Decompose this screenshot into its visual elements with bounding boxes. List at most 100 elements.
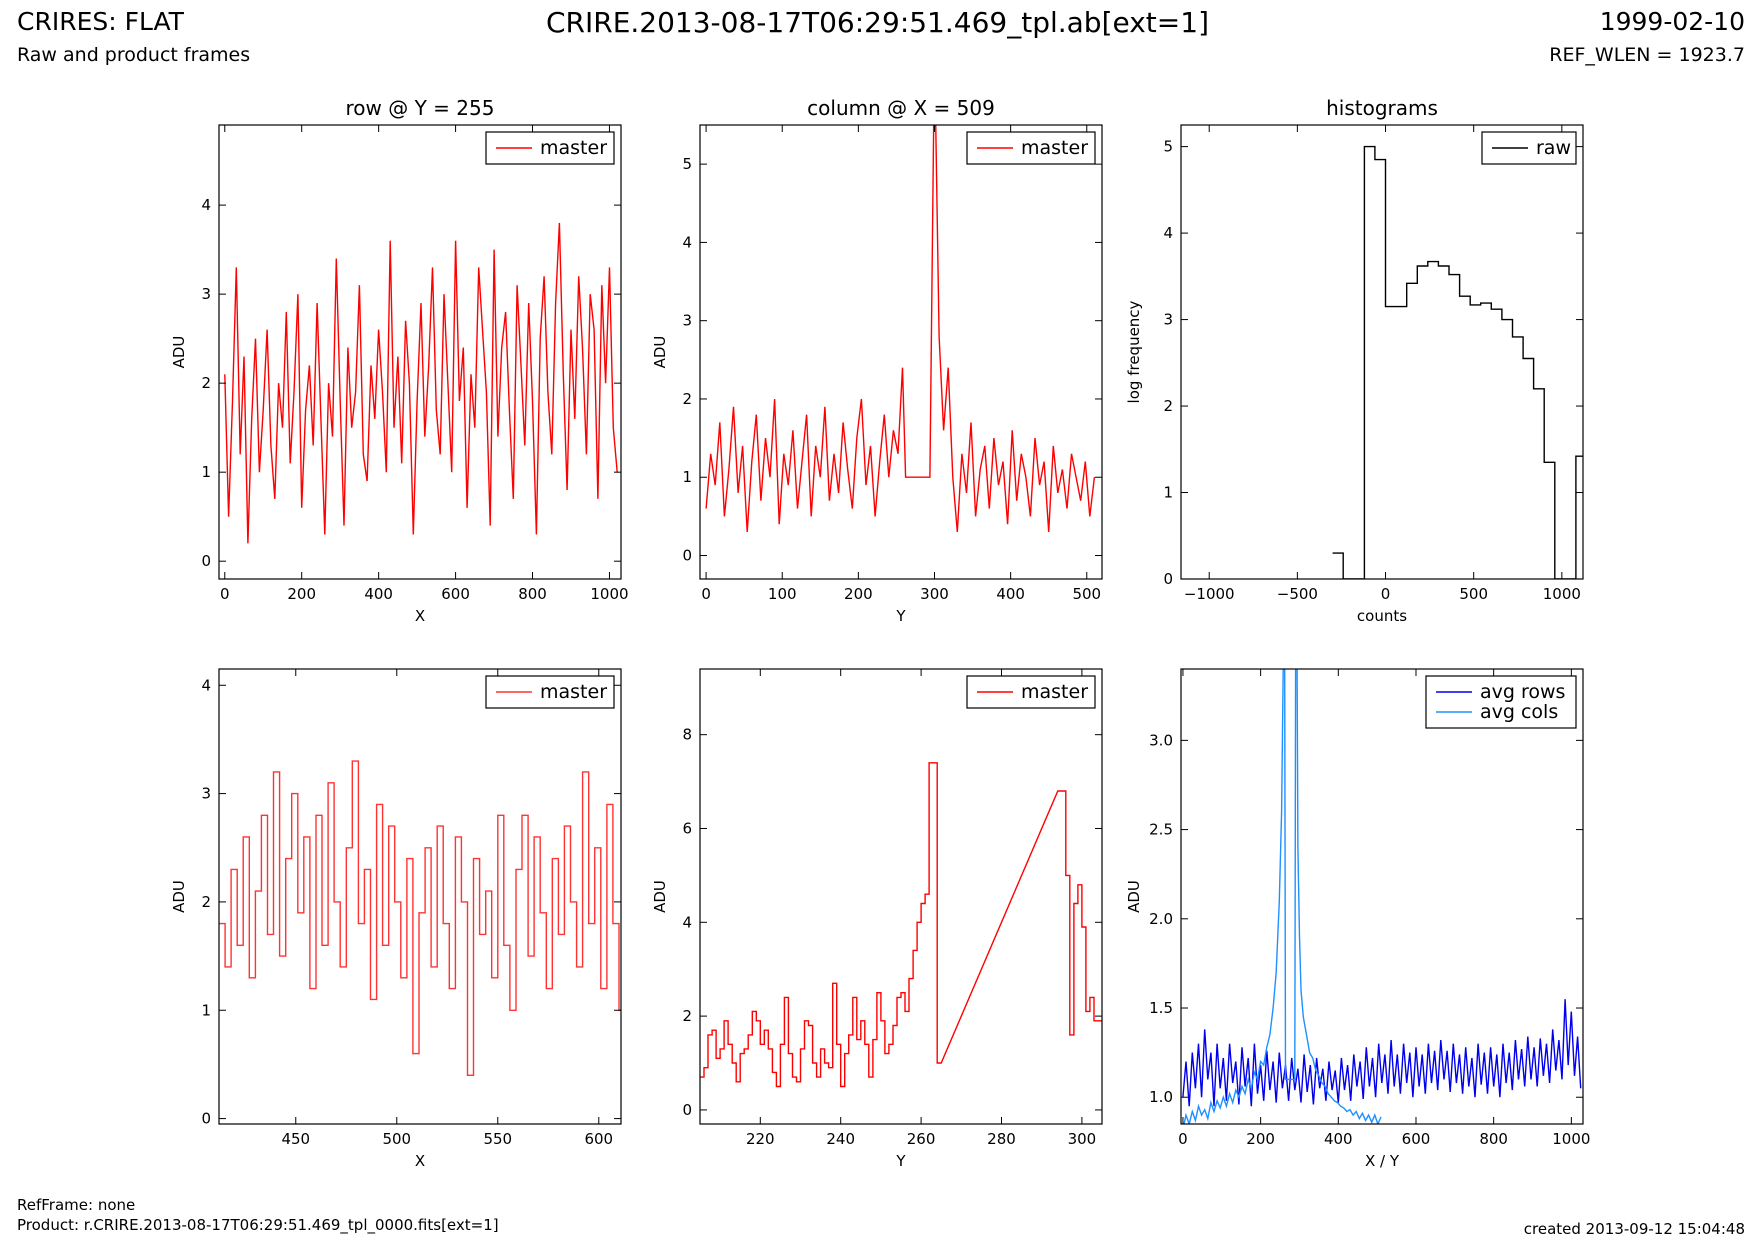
y-tick-label: 1 (682, 468, 692, 486)
y-tick-label: 0 (682, 1101, 692, 1119)
chart-title: column @ X = 509 (807, 96, 995, 120)
y-tick-label: 2 (682, 390, 692, 408)
series-line-rowzoom-0 (219, 760, 621, 1076)
x-tick-label: −1000 (1184, 585, 1235, 603)
legend: master (485, 675, 615, 709)
x-tick-label: 0 (1178, 1130, 1188, 1148)
y-tick-label: 1 (201, 463, 211, 481)
x-tick-label: 1000 (1543, 585, 1581, 603)
legend: raw (1481, 131, 1577, 165)
y-tick-label: 2 (682, 1007, 692, 1025)
y-tick-label: 0 (1163, 570, 1173, 588)
legend-label: master (1021, 681, 1088, 703)
x-tick-label: 500 (1072, 585, 1101, 603)
y-axis-label: ADU (1125, 880, 1143, 913)
plot-frame (699, 124, 1103, 580)
x-tick-label: 200 (287, 585, 316, 603)
y-tick-label: 8 (682, 726, 692, 744)
x-tick-label: 0 (701, 585, 711, 603)
created-note: created 2013-09-12 15:04:48 (1523, 1220, 1745, 1238)
y-axis-label: log frequency (1125, 300, 1143, 403)
x-axis-label: Y (895, 607, 906, 625)
x-axis-label: X (415, 607, 425, 625)
series-line-colzoom-0 (700, 762, 1102, 1088)
x-tick-label: 600 (584, 1130, 613, 1148)
plot-frame (699, 668, 1103, 1125)
chart-avg: 0 200 400 600 800 1000 1.0 1.5 2.0 2.5 3.0 X / Y ADU… (1125, 668, 1590, 1170)
chart-title: histograms (1326, 96, 1438, 120)
plot-frame (1180, 124, 1584, 580)
y-tick-label: 2 (201, 374, 211, 392)
legend-label: master (540, 137, 607, 159)
x-tick-label: 800 (518, 585, 547, 603)
y-tick-label: 0 (201, 552, 211, 570)
x-tick-label: 200 (1246, 1130, 1275, 1148)
x-tick-label: 550 (483, 1130, 512, 1148)
y-tick-label: 3 (682, 312, 692, 330)
ref-wavelength: REF_WLEN = 1923.7 (1549, 44, 1745, 66)
y-tick-label: 6 (682, 819, 692, 837)
y-tick-label: 1.0 (1149, 1088, 1173, 1106)
chart-col: 0 100 200 300 400 500 0 1 2 3 4 5 column @ X = 509 Y A… (651, 96, 1103, 625)
series-line-col-0 (705, 125, 1096, 533)
y-tick-label: 1 (201, 1001, 211, 1019)
chart-rowzoom: 450 500 550 600 0 1 2 3 4 X ADU master (170, 668, 622, 1170)
legend-label: master (540, 681, 607, 703)
series-line-hist-0 (1332, 145, 1583, 579)
y-tick-label: 2.0 (1149, 910, 1173, 928)
x-tick-label: 220 (746, 1130, 775, 1148)
y-tick-label: 3.0 (1149, 731, 1173, 749)
x-tick-label: 800 (1479, 1130, 1508, 1148)
x-tick-label: 1000 (1552, 1130, 1590, 1148)
legend: master (485, 131, 615, 165)
series-line-avg-1 (1183, 669, 1382, 1124)
y-axis-label: ADU (170, 336, 188, 369)
legend-label: raw (1536, 137, 1571, 159)
legend: master (966, 675, 1096, 709)
x-tick-label: 0 (1381, 585, 1391, 603)
legend-label: avg cols (1480, 701, 1558, 723)
plot-frame (218, 668, 622, 1125)
x-tick-label: 400 (364, 585, 393, 603)
x-tick-label: 300 (1068, 1130, 1097, 1148)
x-tick-label: 450 (281, 1130, 310, 1148)
legend-label: avg rows (1480, 681, 1565, 703)
chart-row: 0 200 400 600 800 1000 0 1 2 3 4 row @ Y = 255 X ADU m… (170, 96, 629, 625)
y-tick-label: 4 (201, 676, 211, 694)
plot-frame (1180, 668, 1584, 1125)
file-name: CRIRE.2013-08-17T06:29:51.469_tpl.ab[ext… (545, 6, 1209, 39)
plot-frame (218, 124, 622, 580)
x-tick-label: 100 (768, 585, 797, 603)
x-tick-label: 240 (826, 1130, 855, 1148)
refframe-note: RefFrame: none (17, 1196, 136, 1214)
x-axis-label: X / Y (1365, 1152, 1400, 1170)
x-tick-label: 400 (996, 585, 1025, 603)
x-tick-label: 260 (907, 1130, 936, 1148)
y-tick-label: 0 (682, 547, 692, 565)
y-tick-label: 4 (682, 913, 692, 931)
x-tick-label: 400 (1324, 1130, 1353, 1148)
figure-title: CRIRES: FLAT (17, 7, 184, 36)
y-axis-label: ADU (651, 336, 669, 369)
x-tick-label: 0 (220, 585, 230, 603)
observation-date: 1999-02-10 (1599, 7, 1745, 36)
x-tick-label: 600 (441, 585, 470, 603)
y-tick-label: 3 (1163, 311, 1173, 329)
legend: master (966, 131, 1096, 165)
figure-subtitle: Raw and product frames (17, 44, 251, 66)
x-tick-label: −500 (1277, 585, 1318, 603)
series-line-avg-0 (1182, 999, 1582, 1107)
product-note: Product: r.CRIRE.2013-08-17T06:29:51.469… (17, 1216, 499, 1234)
y-tick-label: 1 (1163, 484, 1173, 502)
y-tick-label: 4 (682, 233, 692, 251)
y-tick-label: 4 (1163, 224, 1173, 242)
x-tick-label: 500 (382, 1130, 411, 1148)
y-tick-label: 1.5 (1149, 999, 1173, 1017)
y-tick-label: 2 (1163, 397, 1173, 415)
y-tick-label: 0 (201, 1110, 211, 1128)
y-axis-label: ADU (651, 880, 669, 913)
x-tick-label: 200 (844, 585, 873, 603)
x-axis-label: X (415, 1152, 425, 1170)
y-tick-label: 4 (201, 196, 211, 214)
chart-hist: −1000 −500 0 500 1000 0 1 2 3 4 5 histograms counts l… (1125, 96, 1584, 625)
